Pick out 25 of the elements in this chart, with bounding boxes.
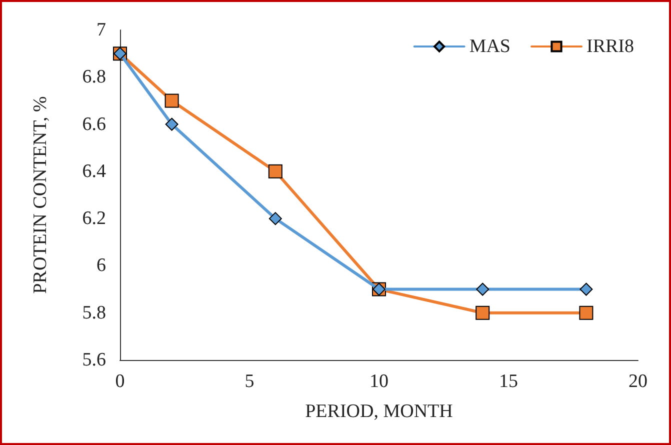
x-tick-label: 10 — [370, 371, 388, 392]
point — [476, 282, 490, 296]
point — [268, 164, 282, 178]
y-tick-label: 5.8 — [82, 302, 106, 324]
x-tick-label: 15 — [499, 371, 518, 392]
y-axis-title: PROTEIN CONTENT, % — [30, 96, 51, 294]
y-tick-label: 7 — [96, 20, 106, 40]
y-tick-label: 5.6 — [82, 350, 106, 370]
legend-label: IRRI8 — [586, 36, 634, 57]
point — [579, 306, 594, 320]
y-tick-label: 6.6 — [82, 114, 106, 135]
point — [580, 282, 593, 296]
point — [165, 118, 178, 131]
point — [164, 94, 179, 108]
y-tick-label: 6.4 — [82, 160, 106, 182]
x-tick-label: 5 — [244, 371, 254, 392]
y-tick-label: 6.8 — [82, 66, 106, 88]
y-tick-label: 6 — [96, 255, 106, 276]
x-tick-label: 20 — [628, 371, 648, 392]
point — [476, 306, 490, 320]
point — [268, 212, 282, 226]
y-tick-label: 6.2 — [82, 208, 106, 230]
legend-label: MAS — [469, 36, 511, 57]
x-axis-title: PERIOD, MONTH — [305, 401, 454, 422]
x-tick-label: 0 — [115, 371, 125, 392]
